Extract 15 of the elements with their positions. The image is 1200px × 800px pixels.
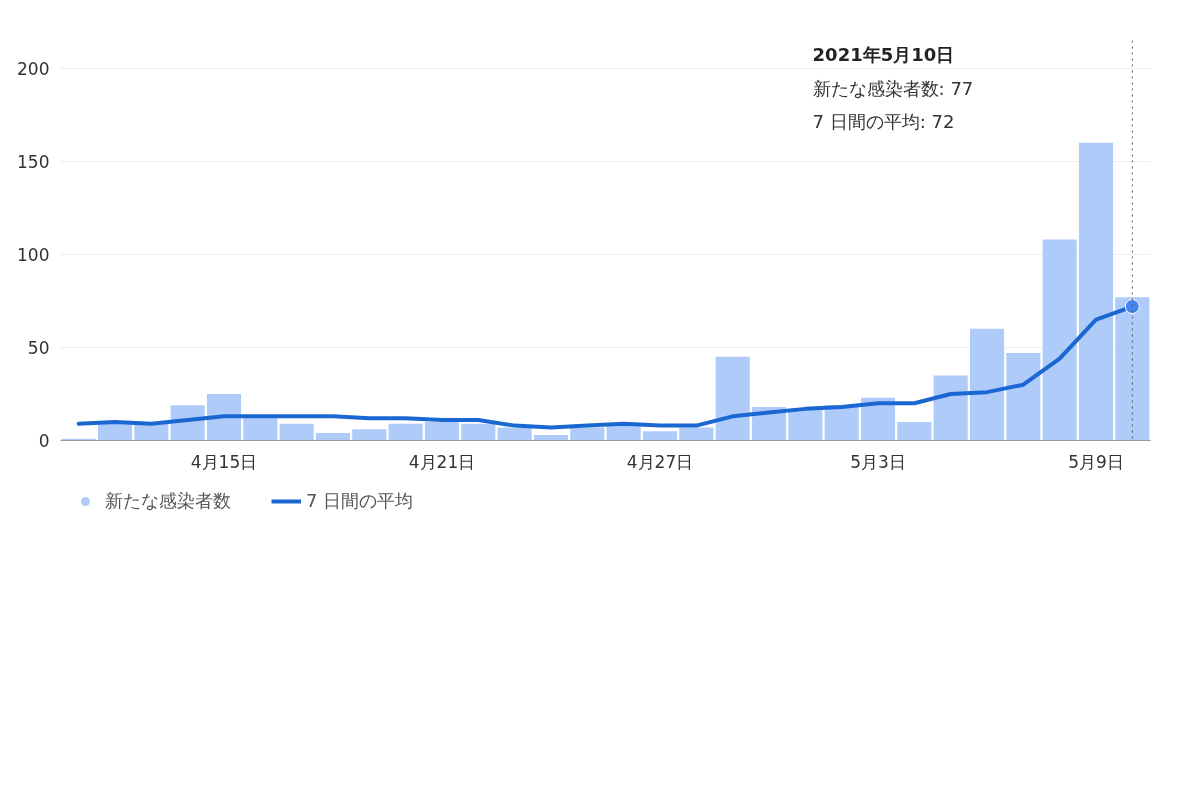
annotation: 7 日間の平均: 72 — [812, 111, 955, 133]
x-tick-label: 5月3日 — [850, 451, 906, 472]
legend-label: 新たな感染者数 — [105, 489, 231, 513]
x-tick-label: 5月9日 — [1068, 451, 1124, 472]
annotation: 2021年5月10日 — [812, 44, 955, 66]
annotation: 新たな感染者数: 77 — [812, 77, 974, 99]
x-tick-label: 4月27日 — [626, 451, 694, 472]
y-tick-label: 50 — [27, 337, 50, 358]
y-tick-label: 0 — [38, 431, 50, 451]
x-tick-label: 4月21日 — [408, 451, 476, 472]
y-tick-label: 200 — [17, 58, 50, 79]
legend-label: 7 日間の平均 — [306, 489, 414, 513]
x-tick-label: 4月15日 — [190, 451, 258, 472]
y-tick-label: 150 — [17, 151, 50, 172]
y-tick-label: 100 — [17, 244, 50, 265]
